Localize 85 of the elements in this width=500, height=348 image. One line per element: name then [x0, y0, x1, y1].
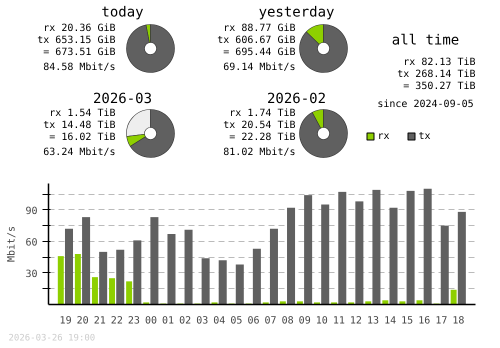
bar — [252, 248, 261, 304]
bar — [184, 230, 193, 304]
text: 81.02 Mbit/s — [223, 147, 296, 158]
text: rx 20.36 GiB — [43, 23, 116, 34]
x-tick-label: 04 — [213, 316, 226, 326]
text: tx 268.14 TiB — [397, 69, 476, 80]
text: 63.24 Mbit/s — [43, 147, 116, 158]
bar — [390, 208, 398, 304]
x-tick-label: 05 — [230, 316, 242, 326]
y-tick-label: 30 — [25, 268, 38, 280]
bar — [321, 204, 330, 304]
bar — [58, 256, 64, 304]
text: tx 20.54 TiB — [223, 120, 296, 131]
bar — [92, 277, 98, 304]
x-tick-label: 07 — [264, 316, 277, 326]
bar — [236, 264, 244, 304]
bar — [372, 190, 380, 304]
x-tick-label: 18 — [452, 316, 464, 326]
text: tx 14.48 TiB — [43, 120, 116, 131]
bar — [116, 250, 124, 304]
x-tick-label: 13 — [367, 316, 380, 326]
text: = 695.44 GiB — [223, 47, 296, 58]
bar — [126, 281, 132, 304]
bar — [99, 252, 108, 304]
x-tick-label: 14 — [384, 316, 396, 326]
bar — [74, 254, 81, 304]
x-tick-label: 11 — [332, 316, 345, 326]
text: tx 606.67 GiB — [217, 35, 296, 46]
text: = 673.51 GiB — [43, 47, 116, 58]
x-tick-label: 03 — [196, 316, 208, 326]
bar — [355, 201, 364, 304]
x-tick-label: 22 — [110, 316, 123, 326]
x-tick-label: 10 — [316, 316, 328, 326]
bar — [287, 208, 296, 304]
bar — [450, 290, 457, 304]
text: = 350.27 TiB — [403, 81, 476, 92]
chart-title: 2026-02 — [267, 91, 326, 107]
x-tick-label: 23 — [128, 316, 140, 326]
x-tick-label: 02 — [179, 316, 192, 326]
bar — [64, 228, 74, 304]
x-tick-label: 16 — [418, 316, 430, 326]
text: = 22.28 TiB — [229, 132, 296, 143]
bar — [167, 234, 176, 304]
x-tick-label: 12 — [350, 316, 362, 326]
bar — [338, 192, 346, 304]
text: 84.58 Mbit/s — [43, 62, 116, 73]
x-tick-label: 17 — [435, 316, 448, 326]
y-tick-label: 60 — [25, 237, 38, 248]
text: rx 88.77 GiB — [223, 23, 296, 34]
bar — [109, 278, 116, 304]
text: rx 1.74 TiB — [229, 108, 296, 119]
bar — [218, 260, 227, 304]
x-tick-label: 09 — [298, 316, 311, 326]
text: rx 1.54 TiB — [49, 108, 116, 119]
chart-title: yesterday — [258, 4, 334, 20]
bar — [458, 212, 466, 304]
text: since 2024-09-05 — [377, 99, 474, 110]
bar — [82, 217, 90, 304]
text: = 16.02 TiB — [49, 132, 116, 143]
chart-title: 2026-03 — [93, 91, 152, 107]
bar — [202, 258, 210, 304]
x-tick-label: 15 — [401, 316, 414, 326]
bar — [270, 228, 278, 304]
x-tick-label: 19 — [60, 316, 72, 326]
legend-label: rx — [378, 131, 390, 142]
x-tick-label: 08 — [282, 316, 294, 326]
bar — [406, 190, 415, 304]
legend-label: tx — [418, 131, 431, 142]
text: rx 82.13 TiB — [403, 57, 476, 68]
y-axis-title: Mbit/s — [6, 226, 18, 262]
x-tick-label: 06 — [247, 316, 260, 326]
bar — [133, 240, 142, 304]
text: tx 653.15 GiB — [37, 35, 116, 46]
x-tick-label: 20 — [76, 316, 89, 326]
x-tick-label: 01 — [162, 316, 174, 326]
y-tick-label: 90 — [25, 206, 38, 217]
bar — [424, 188, 432, 304]
x-tick-label: 21 — [94, 316, 106, 326]
text: 69.14 Mbit/s — [223, 62, 296, 73]
bar — [440, 226, 449, 304]
bar — [150, 217, 158, 304]
x-tick-label: 00 — [144, 316, 158, 326]
chart-title: today — [101, 4, 144, 20]
text: all time — [392, 32, 460, 48]
bar — [304, 195, 312, 304]
